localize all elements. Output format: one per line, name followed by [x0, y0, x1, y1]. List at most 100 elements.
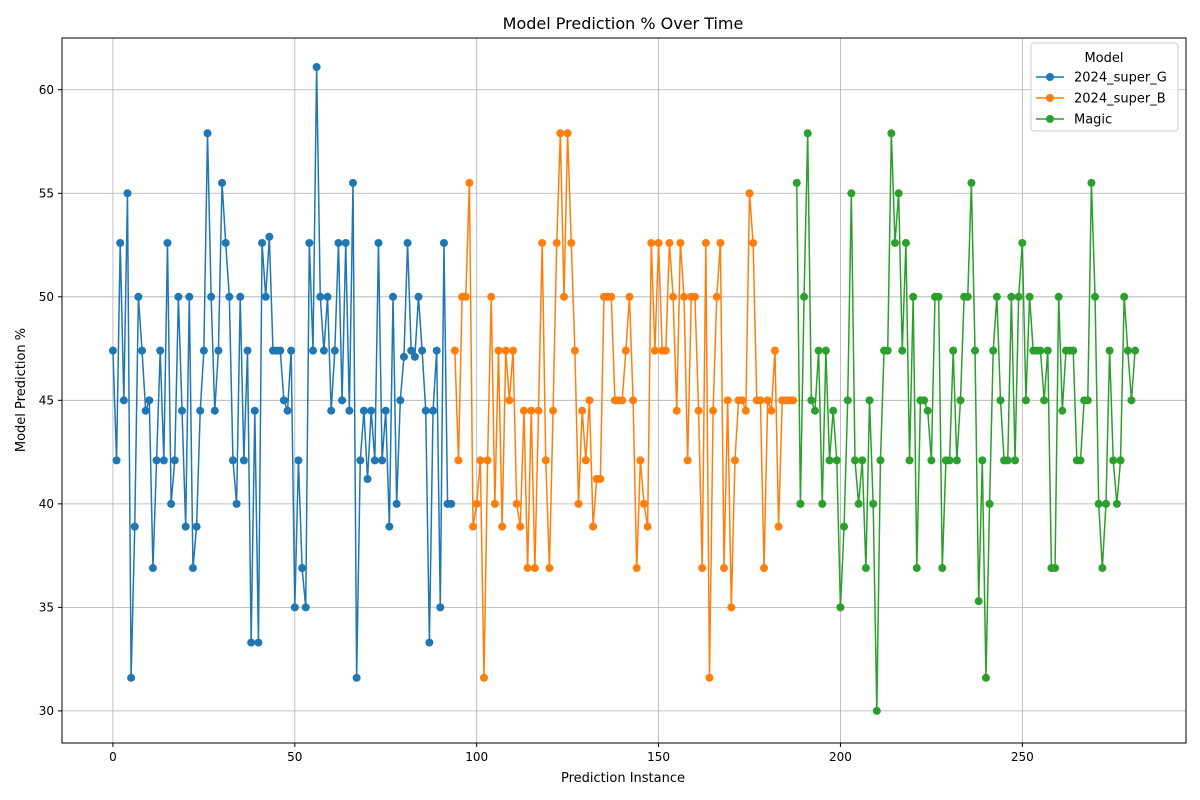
data-point	[116, 238, 125, 247]
data-point	[1109, 456, 1118, 465]
data-point	[1105, 346, 1114, 355]
data-point	[618, 396, 627, 405]
data-point	[661, 346, 670, 355]
data-point	[163, 238, 172, 247]
series-2024-super-g	[108, 62, 456, 682]
data-point	[850, 456, 859, 465]
data-point	[203, 129, 212, 138]
data-point	[367, 406, 376, 415]
data-point	[559, 292, 568, 301]
data-point	[378, 456, 387, 465]
data-point	[607, 292, 616, 301]
data-point	[552, 238, 561, 247]
data-point	[712, 292, 721, 301]
data-point	[465, 178, 474, 187]
data-point	[971, 346, 980, 355]
legend-label: Magic	[1074, 113, 1112, 128]
y-tick-label: 30	[39, 704, 54, 718]
data-point	[152, 456, 161, 465]
data-point	[665, 238, 674, 247]
data-point	[174, 292, 183, 301]
data-point	[298, 564, 307, 573]
data-point	[716, 238, 725, 247]
data-point	[349, 178, 357, 187]
data-point	[287, 346, 296, 355]
data-point	[949, 346, 958, 355]
data-point	[228, 456, 237, 465]
data-point	[261, 292, 270, 301]
data-point	[567, 238, 576, 247]
data-point	[825, 456, 834, 465]
data-point	[1131, 346, 1140, 355]
data-point	[938, 564, 947, 573]
data-point	[807, 396, 816, 405]
data-point	[181, 522, 190, 531]
data-point	[1069, 346, 1078, 355]
data-point	[469, 522, 478, 531]
data-point	[578, 406, 587, 415]
data-point	[978, 456, 987, 465]
data-point	[127, 673, 136, 682]
data-point	[461, 292, 470, 301]
data-point	[676, 238, 685, 247]
data-point	[214, 346, 223, 355]
data-point	[865, 396, 874, 405]
x-tick-label: 0	[109, 750, 117, 764]
data-point	[745, 189, 754, 198]
data-point	[494, 346, 503, 355]
data-point	[196, 406, 205, 415]
data-point	[683, 456, 692, 465]
data-point	[294, 456, 303, 465]
data-point	[232, 499, 241, 508]
data-point	[447, 499, 456, 508]
y-axis-label: Model Prediction %	[14, 328, 29, 452]
data-point	[490, 499, 499, 508]
data-point	[1091, 292, 1100, 301]
data-point	[327, 406, 336, 415]
data-point	[974, 597, 983, 606]
data-point	[1098, 564, 1107, 573]
data-point	[359, 406, 368, 415]
data-point	[727, 603, 736, 612]
data-point	[370, 456, 379, 465]
data-point	[243, 346, 252, 355]
data-point	[392, 499, 401, 508]
data-point	[625, 292, 634, 301]
data-point	[385, 522, 394, 531]
x-tick-label: 100	[465, 750, 488, 764]
data-point	[694, 406, 703, 415]
data-point	[1051, 564, 1060, 573]
series-line-2024-super-b	[454, 132, 794, 679]
data-point	[803, 129, 812, 138]
data-point	[1036, 346, 1045, 355]
data-point	[992, 292, 1001, 301]
data-point	[1018, 238, 1027, 247]
data-point	[814, 346, 823, 355]
data-point	[1116, 456, 1125, 465]
data-point	[432, 346, 441, 355]
data-point	[876, 456, 885, 465]
data-point	[130, 522, 139, 531]
data-point	[192, 522, 201, 531]
data-point	[770, 346, 779, 355]
data-point	[549, 406, 558, 415]
data-point	[429, 406, 438, 415]
data-point	[843, 396, 852, 405]
data-point	[410, 352, 419, 361]
data-point	[1120, 292, 1129, 301]
plot-frame	[61, 37, 1187, 744]
data-point	[963, 292, 972, 301]
x-tick-label: 200	[829, 750, 852, 764]
data-point	[119, 396, 128, 405]
data-point	[396, 396, 405, 405]
data-point	[891, 238, 899, 247]
data-point	[134, 292, 143, 301]
data-point	[1011, 456, 1020, 465]
data-point	[934, 292, 943, 301]
data-point	[887, 129, 896, 138]
data-point	[501, 346, 510, 355]
data-point	[989, 346, 998, 355]
data-point	[301, 603, 310, 612]
data-point	[589, 522, 598, 531]
data-point	[636, 456, 645, 465]
